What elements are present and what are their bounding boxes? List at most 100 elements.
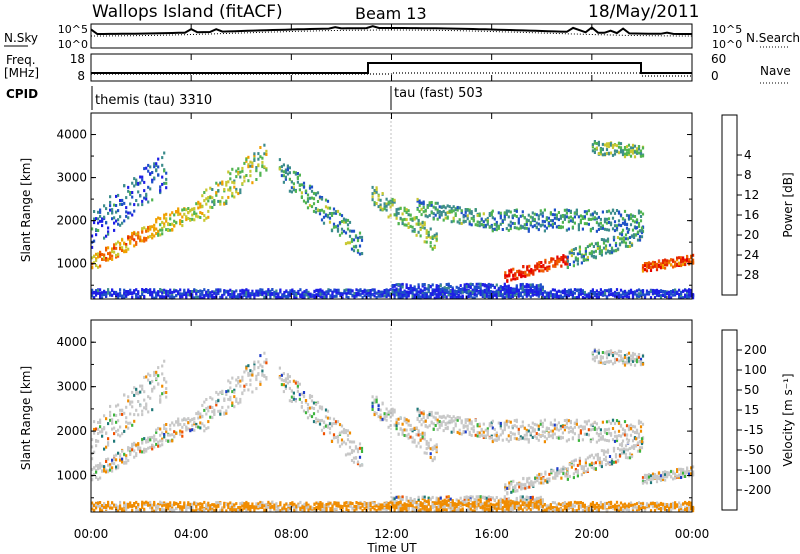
power-cell (346, 218, 350, 222)
power-cell (598, 252, 601, 255)
velocity-cell (113, 462, 116, 466)
velocity-cell (233, 395, 236, 399)
power-cell (163, 222, 166, 226)
velocity-cell (526, 480, 529, 484)
power-cell (363, 289, 366, 293)
power-cell (167, 294, 170, 298)
power-cell (475, 282, 478, 286)
power-cell (634, 233, 638, 237)
power-cell (411, 291, 414, 295)
power-cell (308, 203, 312, 207)
velocity-cell (495, 439, 498, 442)
velocity-cell (332, 417, 336, 421)
power-cell (109, 200, 112, 204)
velocity-cell (593, 349, 596, 353)
power-cell (231, 295, 234, 299)
velocity-cell (621, 357, 625, 361)
velocity-cell (587, 419, 590, 423)
power-cell (263, 165, 266, 169)
power-cell (446, 204, 449, 208)
power-cell (409, 217, 412, 221)
velocity-cell (577, 436, 580, 440)
velocity-cell (111, 458, 114, 462)
velocity-cell (201, 415, 204, 419)
power-cell (282, 163, 285, 167)
power-cell (454, 212, 457, 216)
power-cell (541, 296, 544, 300)
power-cell (478, 214, 481, 218)
velocity-cell (621, 361, 625, 365)
velocity-cell (165, 423, 168, 426)
power-cell (91, 234, 94, 238)
velocity-cell (631, 429, 635, 433)
power-cell (621, 221, 625, 225)
power-cell (243, 293, 246, 297)
power-cell (389, 295, 392, 299)
power-cell (493, 290, 496, 294)
velocity-cell (641, 354, 645, 358)
power-cell (403, 291, 406, 294)
power-cell (590, 254, 593, 258)
velocity-cell (460, 432, 463, 436)
velocity-cell (607, 419, 611, 423)
power-cell (385, 295, 388, 299)
power-cell (571, 296, 574, 300)
power-cell (111, 293, 114, 297)
velocity-cell (647, 477, 651, 481)
power-cell (417, 285, 420, 289)
power-cell (487, 287, 490, 291)
power-cell (127, 290, 130, 293)
velocity-cell (179, 432, 182, 436)
power-cell (243, 179, 246, 183)
velocity-cell (649, 474, 653, 478)
velocity-cell (560, 467, 563, 471)
power-cell (439, 289, 442, 293)
power-cell (649, 265, 653, 269)
power-cell (117, 218, 120, 222)
power-cell (557, 211, 560, 214)
velocity-cell (426, 415, 429, 419)
power-cell (147, 235, 150, 239)
velocity-cell (622, 450, 626, 454)
freq-line (91, 62, 692, 74)
velocity-cell (111, 466, 114, 470)
velocity-cell (205, 398, 208, 401)
power-cell (503, 211, 506, 215)
power-cell (375, 186, 378, 190)
velocity-cell (436, 421, 439, 425)
power-cell (670, 296, 673, 300)
power-cell (476, 220, 479, 224)
velocity-cell (306, 409, 310, 413)
power-cell (499, 286, 502, 290)
power-cell (461, 295, 464, 299)
power-cell (451, 286, 454, 290)
power-cell (395, 213, 398, 217)
power-cell (415, 290, 418, 294)
power-cell (397, 295, 400, 299)
velocity-cell (425, 451, 428, 455)
power-cell (101, 253, 104, 256)
power-cell (179, 212, 182, 216)
power-cell (401, 282, 404, 286)
power-cell (292, 182, 295, 186)
velocity-cell (587, 433, 590, 437)
power-cell (432, 205, 435, 209)
power-cell (596, 243, 599, 247)
velocity-cell (181, 434, 184, 438)
power-cell (531, 285, 534, 288)
velocity-cell (542, 477, 545, 481)
power-cell (167, 223, 170, 227)
power-cell (473, 293, 476, 296)
velocity-cell (159, 398, 162, 402)
power-cell (491, 290, 494, 294)
velocity-cell (322, 420, 326, 424)
power-cell (324, 214, 328, 218)
power-cell (391, 288, 394, 292)
power-cell (517, 219, 520, 223)
power-cell (109, 204, 112, 208)
power-cell (433, 246, 436, 249)
velocity-cell (155, 377, 158, 381)
velocity-cell (185, 418, 188, 422)
power-cell (93, 261, 96, 265)
velocity-cell (512, 479, 515, 483)
